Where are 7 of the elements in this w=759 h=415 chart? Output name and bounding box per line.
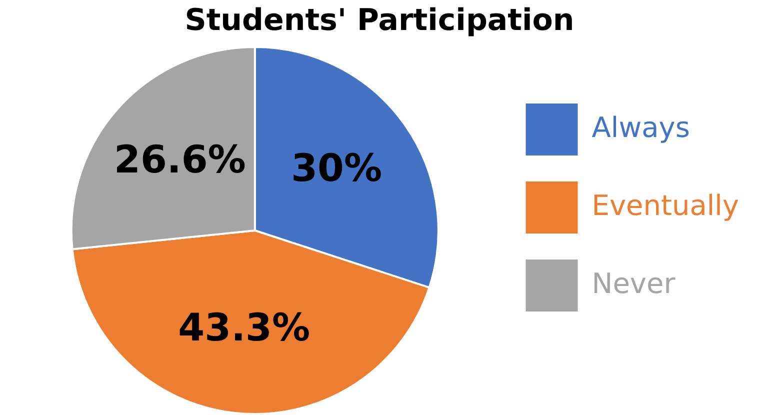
legend-label: Always <box>592 110 690 144</box>
legend-label: Eventually <box>592 188 740 222</box>
data-label: 43.3% <box>178 306 310 350</box>
chart-title: Students' Participation <box>184 2 574 38</box>
legend-label: Never <box>592 266 676 300</box>
data-label: 26.6% <box>114 138 246 182</box>
data-label: 30% <box>291 146 382 190</box>
